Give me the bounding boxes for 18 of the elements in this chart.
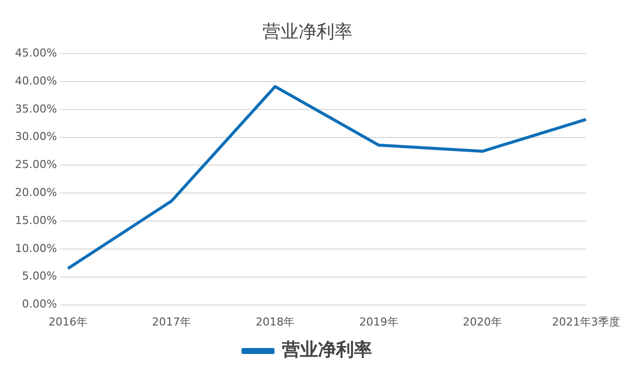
chart-title: 营业净利率	[262, 21, 352, 42]
y-tick-label: 20.00%	[14, 186, 57, 200]
x-tick-label: 2020年	[462, 315, 502, 328]
y-tick-label: 0.00%	[22, 298, 57, 311]
y-tick-label: 30.00%	[14, 130, 57, 144]
y-tick-label: 10.00%	[14, 242, 57, 255]
x-tick-label: 2016年	[48, 315, 88, 328]
legend-label: 营业净利率	[281, 340, 372, 361]
y-tick-label: 25.00%	[14, 158, 57, 172]
y-tick-label: 45.00%	[14, 46, 57, 60]
x-tick-label: 2017年	[152, 315, 192, 328]
y-tick-label: 35.00%	[14, 102, 57, 116]
y-tick-label: 15.00%	[14, 214, 57, 227]
y-tick-label: 40.00%	[14, 74, 57, 88]
y-tick-label: 5.00%	[22, 270, 57, 283]
x-tick-label: 2021年3季度	[552, 315, 620, 328]
x-tick-label: 2019年	[359, 315, 398, 328]
x-tick-label: 2018年	[256, 315, 295, 328]
